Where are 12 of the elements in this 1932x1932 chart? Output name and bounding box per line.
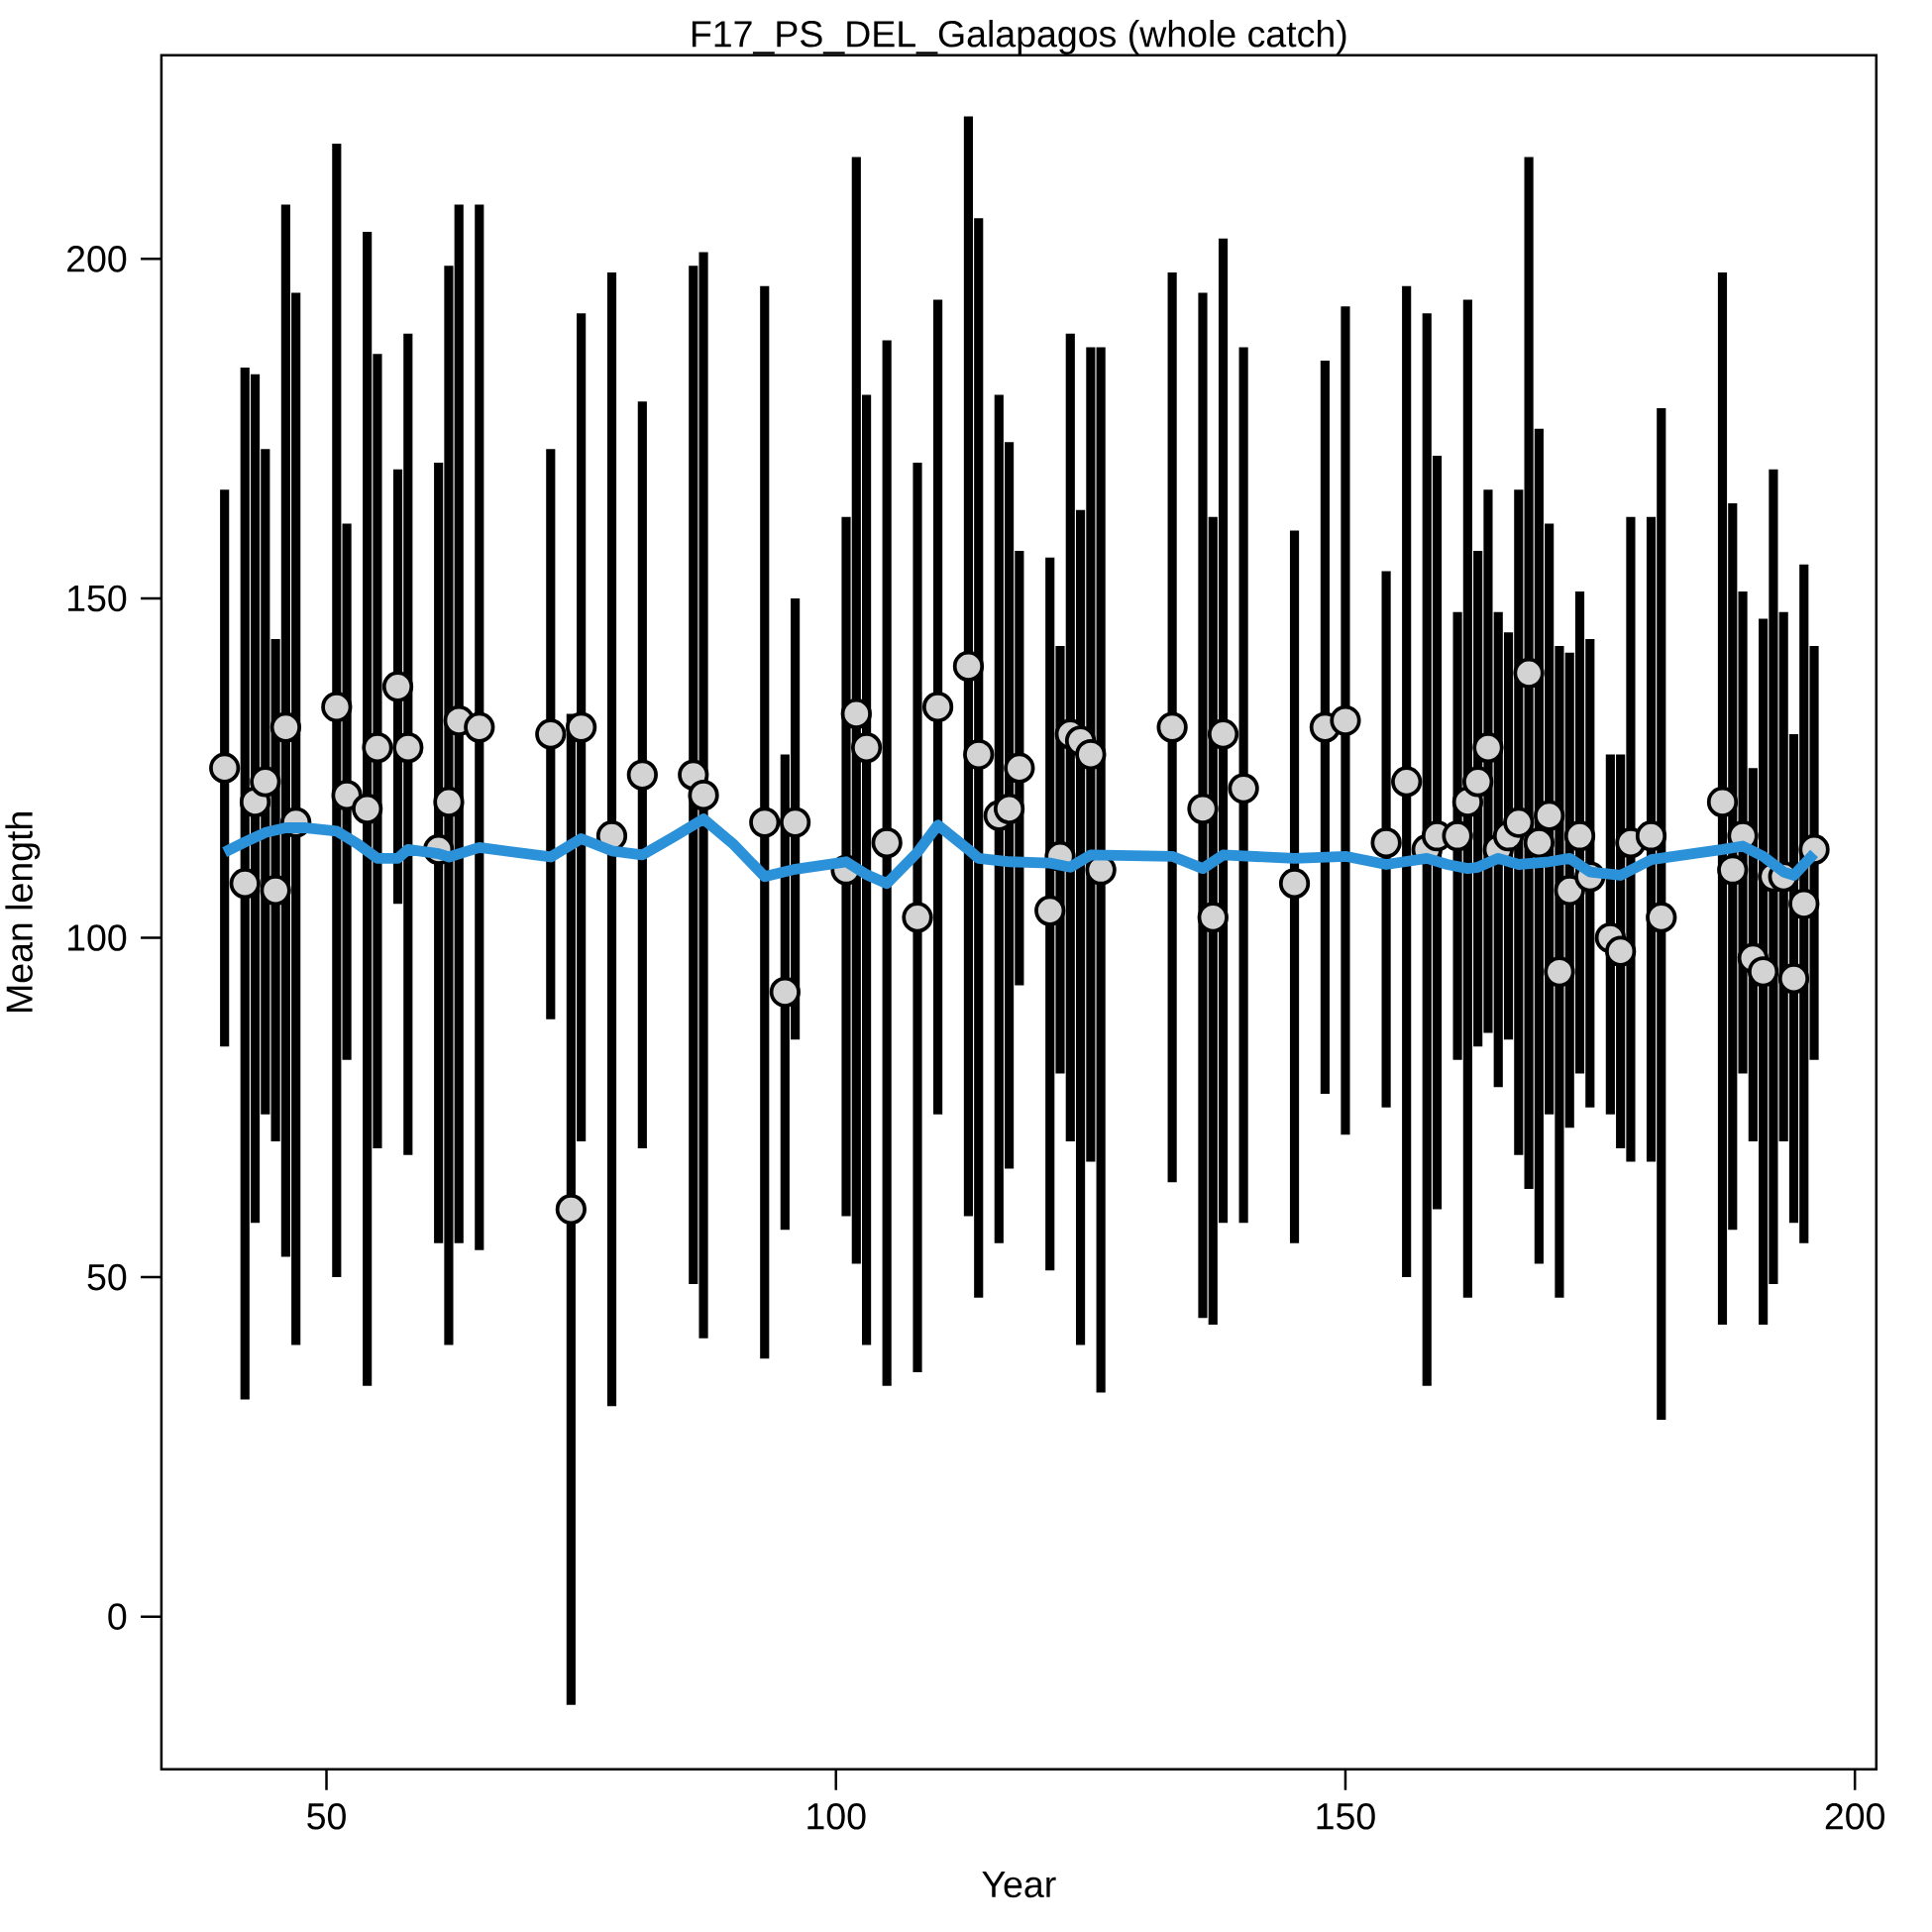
y-tick-label: 50 [87, 1263, 127, 1291]
y-tick-label: 200 [67, 246, 127, 272]
x-tick-label: 100 [807, 1802, 866, 1830]
y-tick-label: 100 [68, 924, 127, 951]
x-tick-label: 50 [307, 1802, 346, 1830]
x-tick-label: 200 [1825, 1802, 1885, 1830]
chart-title: F17_PS_DEL_Galapagos (whole catch) [692, 20, 1346, 54]
y-axis-title: Mean length [5, 812, 41, 1012]
y-tick-label: 150 [68, 585, 127, 612]
x-axis-title: Year [982, 1872, 1056, 1898]
y-tick-label: 0 [108, 1603, 127, 1630]
x-tick-label: 150 [1317, 1802, 1375, 1830]
